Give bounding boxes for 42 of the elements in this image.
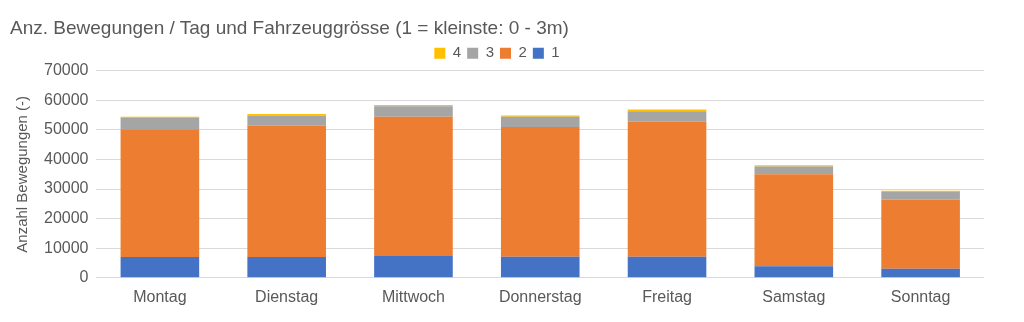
- y-tick-label: 30000: [43, 179, 89, 197]
- legend-label: 2: [518, 43, 527, 61]
- bar: [500, 126, 580, 257]
- bar: [754, 266, 834, 278]
- bar: [120, 118, 200, 130]
- y-tick-label: 10000: [43, 238, 89, 256]
- y-tick-label: 60000: [43, 90, 89, 108]
- bar: [627, 256, 707, 278]
- y-tick-label: 20000: [43, 209, 89, 227]
- x-tick-label: Dienstag: [255, 287, 319, 305]
- bar: [627, 121, 707, 257]
- x-tick-label: Samstag: [762, 287, 826, 305]
- bar: [247, 257, 326, 278]
- bar: [374, 106, 453, 117]
- x-tick-label: Mittwoch: [381, 287, 446, 305]
- x-tick-label: Donnerstag: [498, 287, 582, 305]
- y-tick-label: 0: [79, 268, 89, 286]
- bar: [500, 256, 580, 278]
- bar: [374, 116, 453, 256]
- bar: [881, 199, 960, 269]
- x-tick-label: Freitag: [642, 287, 692, 305]
- y-tick-label: 70000: [43, 61, 89, 79]
- bar: [247, 125, 326, 258]
- y-axis-title: Anzahl Bewegungen (-): [13, 95, 31, 253]
- bar: [754, 166, 834, 175]
- bar: [500, 116, 580, 127]
- bar: [627, 111, 707, 122]
- bar: [120, 257, 200, 278]
- legend-label: 3: [485, 43, 494, 61]
- x-tick-label: Sonntag: [890, 287, 951, 305]
- bar: [881, 192, 960, 200]
- bar: [881, 268, 960, 278]
- legend-label: 1: [551, 43, 560, 61]
- bar: [374, 255, 453, 278]
- y-tick-label: 50000: [43, 120, 89, 138]
- bar: [754, 174, 834, 267]
- y-tick-label: 40000: [43, 149, 89, 167]
- bar: [120, 129, 200, 258]
- bar: [247, 115, 326, 126]
- legend-label: 4: [452, 43, 462, 61]
- chart-title: Anz. Bewegungen / Tag und Fahrzeuggrösse (1 = kleinste: 0 - 3m): [10, 16, 569, 38]
- x-tick-label: Montag: [133, 287, 187, 305]
